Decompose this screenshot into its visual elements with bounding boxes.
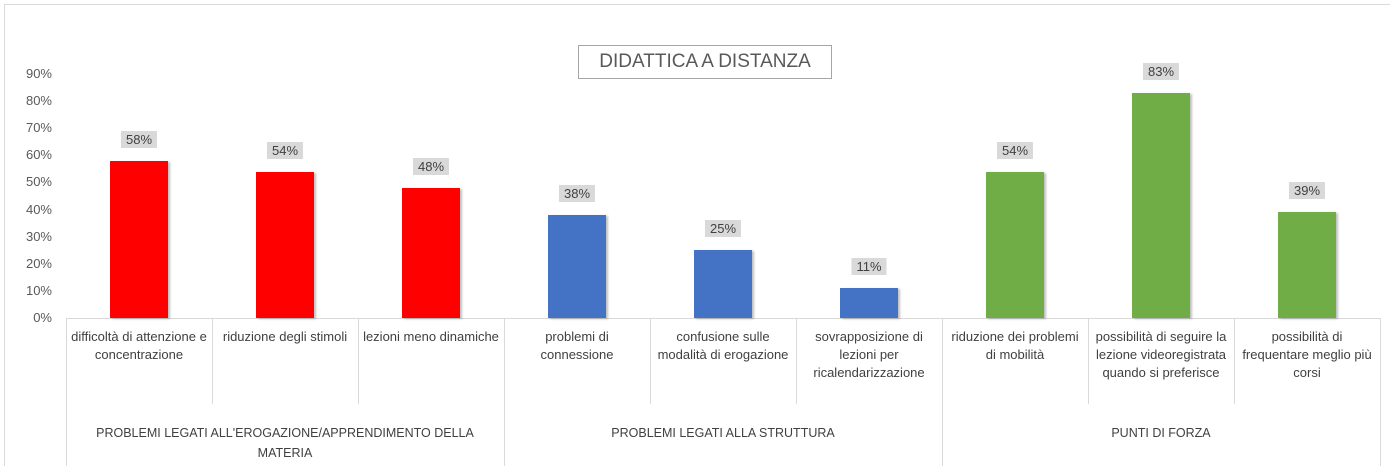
value-label: 54%: [266, 141, 304, 159]
value-label: 48%: [412, 157, 450, 175]
x-axis: [66, 318, 1380, 319]
y-tick-label: 30%: [25, 228, 52, 244]
x-tick-label: difficoltà di attenzione e concentrazion…: [71, 329, 207, 362]
x-tick-label: problemi di connessione: [540, 329, 614, 362]
y-tick-label: 0%: [33, 310, 52, 325]
bar: [1278, 212, 1336, 318]
chart-title: DIDATTICA A DISTANZA: [578, 45, 832, 79]
group-label: PROBLEMI LEGATI ALL'EROGAZIONE/APPRENDIM…: [96, 426, 474, 460]
category-divider: [796, 318, 797, 404]
bar: [694, 250, 752, 318]
x-tick-label: possibilità di frequentare meglio più co…: [1242, 329, 1372, 380]
group-divider: [1380, 318, 1381, 466]
bar: [548, 214, 606, 318]
x-tick-label: confusione sulle modalità di erogazione: [657, 329, 789, 362]
y-tick-label: 40%: [25, 201, 52, 217]
y-tick-label: 70%: [25, 120, 52, 136]
y-tick-label: 60%: [25, 147, 52, 163]
group-label: PROBLEMI LEGATI ALLA STRUTTURA: [611, 426, 835, 440]
x-tick-label: possibilità di seguire la lezione videor…: [1095, 329, 1227, 380]
category-divider: [358, 318, 359, 404]
border: [4, 4, 5, 466]
category-divider: [650, 318, 651, 404]
group-divider: [504, 318, 505, 466]
value-label: 58%: [120, 130, 158, 148]
bar: [402, 187, 460, 318]
y-tick-label: 10%: [25, 282, 52, 298]
group-label: PUNTI DI FORZA: [1111, 426, 1211, 440]
bar: [110, 160, 168, 318]
bar: [840, 288, 898, 318]
bar: [986, 171, 1044, 318]
group-divider: [942, 318, 943, 466]
category-divider: [1234, 318, 1235, 404]
value-label: 54%: [996, 141, 1034, 159]
y-tick-label: 50%: [25, 174, 52, 190]
x-tick-label: lezioni meno dinamiche: [363, 329, 499, 344]
bar: [256, 171, 314, 318]
value-label: 11%: [851, 258, 887, 276]
category-divider: [1088, 318, 1089, 404]
y-tick-label: 80%: [25, 93, 52, 109]
x-tick-label: riduzione dei problemi di mobilità: [951, 329, 1079, 362]
y-tick-label: 90%: [25, 66, 52, 81]
value-label: 25%: [704, 220, 742, 238]
bar: [1132, 92, 1190, 318]
category-divider: [212, 318, 213, 404]
value-label: 83%: [1142, 62, 1180, 80]
y-tick-label: 20%: [25, 255, 52, 271]
value-label: 39%: [1288, 182, 1326, 200]
value-label: 38%: [558, 184, 596, 202]
x-tick-label: sovrapposizione di lezioni per ricalenda…: [813, 329, 925, 380]
group-divider: [66, 318, 67, 466]
border: [4, 4, 1390, 5]
x-tick-label: riduzione degli stimoli: [222, 329, 348, 344]
